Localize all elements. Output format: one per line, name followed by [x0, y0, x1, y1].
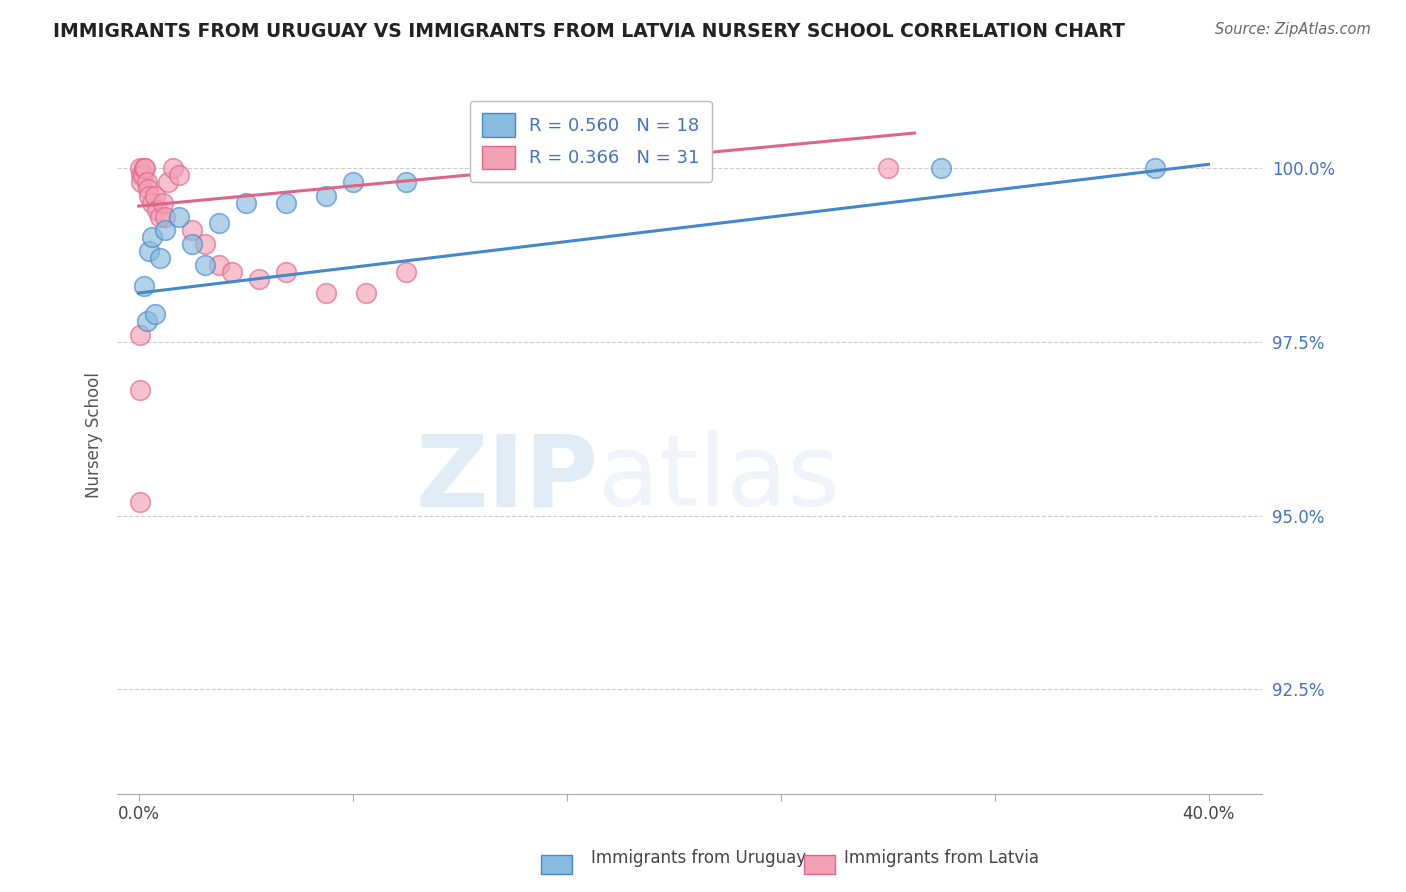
- Point: [141, 195, 163, 210]
- Point: [162, 161, 184, 175]
- Legend: R = 0.560   N = 18, R = 0.366   N = 31: R = 0.560 N = 18, R = 0.366 N = 31: [470, 101, 713, 181]
- Point: [136, 182, 159, 196]
- Point: [134, 161, 156, 175]
- Text: Source: ZipAtlas.com: Source: ZipAtlas.com: [1215, 22, 1371, 37]
- Point: [131, 168, 153, 182]
- Point: [929, 161, 952, 175]
- Text: IMMIGRANTS FROM URUGUAY VS IMMIGRANTS FROM LATVIA NURSERY SCHOOL CORRELATION CHA: IMMIGRANTS FROM URUGUAY VS IMMIGRANTS FR…: [53, 22, 1125, 41]
- Point: [146, 202, 169, 217]
- Point: [235, 195, 257, 210]
- Point: [395, 175, 418, 189]
- Point: [141, 230, 163, 244]
- Point: [876, 161, 898, 175]
- Point: [129, 168, 152, 182]
- Text: atlas: atlas: [598, 430, 839, 527]
- Point: [315, 188, 337, 202]
- Point: [129, 494, 152, 508]
- Text: Immigrants from Uruguay: Immigrants from Uruguay: [591, 849, 806, 867]
- Point: [221, 265, 243, 279]
- Point: [155, 210, 177, 224]
- Point: [181, 223, 204, 237]
- Point: [129, 161, 152, 175]
- Point: [274, 195, 297, 210]
- Point: [167, 168, 190, 182]
- Point: [208, 217, 231, 231]
- Point: [315, 285, 337, 300]
- Point: [342, 175, 364, 189]
- Point: [181, 237, 204, 252]
- Point: [135, 314, 157, 328]
- Point: [138, 188, 160, 202]
- Point: [132, 279, 155, 293]
- Text: ZIP: ZIP: [415, 430, 598, 527]
- Point: [132, 161, 155, 175]
- Point: [149, 210, 172, 224]
- Point: [194, 258, 217, 272]
- Point: [143, 307, 166, 321]
- Point: [152, 195, 174, 210]
- Point: [156, 175, 179, 189]
- Point: [138, 244, 160, 259]
- Point: [149, 252, 172, 266]
- Point: [129, 327, 152, 342]
- Point: [395, 265, 418, 279]
- Y-axis label: Nursery School: Nursery School: [86, 373, 103, 499]
- Point: [274, 265, 297, 279]
- Text: Immigrants from Latvia: Immigrants from Latvia: [844, 849, 1039, 867]
- Point: [155, 223, 177, 237]
- Point: [167, 210, 190, 224]
- Point: [143, 188, 166, 202]
- Point: [129, 384, 152, 398]
- Point: [194, 237, 217, 252]
- Point: [1144, 161, 1167, 175]
- Point: [247, 272, 270, 286]
- Point: [129, 175, 152, 189]
- Point: [208, 258, 231, 272]
- Point: [135, 175, 157, 189]
- Point: [354, 285, 377, 300]
